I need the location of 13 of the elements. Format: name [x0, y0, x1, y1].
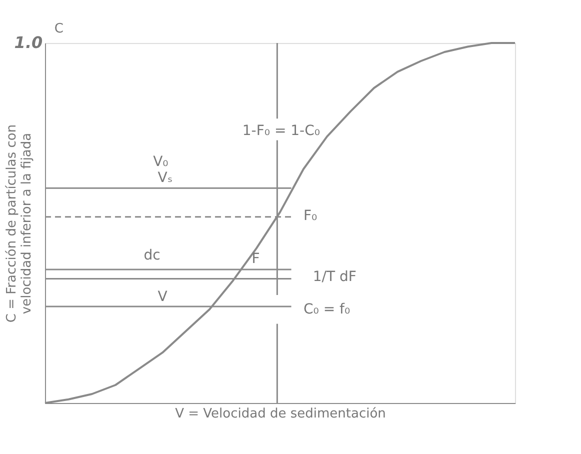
- annotation: V: [158, 288, 168, 305]
- annotation: 1/T dF: [312, 269, 356, 285]
- annotation: F: [252, 251, 260, 267]
- text: 1.0: [14, 33, 43, 52]
- annotation: V₀: [153, 154, 169, 170]
- y-axis-title: C = Fracción de partículas con velocidad inferior a la fijada: [4, 124, 34, 323]
- annotation: 1-F₀ = 1-C₀: [242, 122, 320, 139]
- annotation: C₀ = f₀: [304, 301, 350, 318]
- x-axis-title: V = Velocidad de sedimentación: [175, 406, 386, 422]
- annotation: F₀: [304, 208, 318, 224]
- annotation: dc: [144, 247, 160, 264]
- text: C: [54, 22, 64, 37]
- annotation: Vₛ: [158, 170, 173, 186]
